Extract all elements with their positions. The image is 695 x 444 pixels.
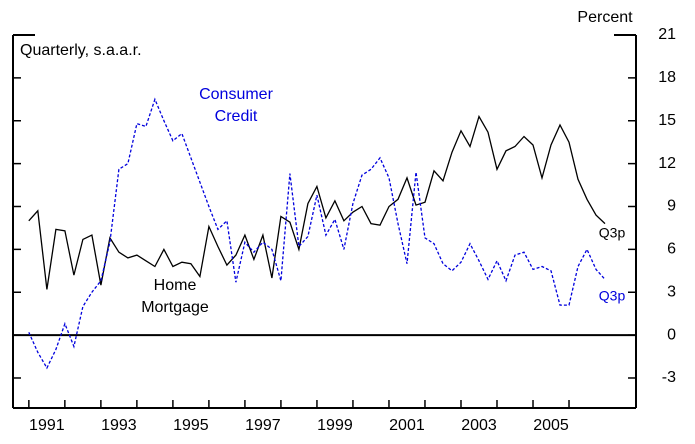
x-tick-label: 1999 — [317, 417, 353, 434]
x-tick-label: 2001 — [389, 417, 425, 434]
subtitle: Quarterly, s.a.a.r. — [20, 42, 142, 59]
end-label: Q3p — [599, 225, 626, 241]
series-label: Mortgage — [141, 299, 209, 316]
y-axis-label: Percent — [577, 9, 633, 26]
series-label: Credit — [215, 108, 258, 125]
y-tick-label: -3 — [662, 369, 676, 386]
series-label: Consumer — [199, 86, 273, 103]
y-tick-label: 18 — [658, 69, 676, 86]
y-tick-label: 9 — [667, 198, 676, 215]
series-label: Home — [154, 277, 197, 294]
y-tick-label: 6 — [667, 241, 676, 258]
y-tick-label: 21 — [658, 26, 676, 43]
series-line — [28, 97, 606, 370]
y-tick-label: 3 — [667, 283, 676, 300]
x-tick-label: 1991 — [29, 417, 65, 434]
x-tick-label: 1995 — [173, 417, 209, 434]
y-tick-label: 0 — [667, 326, 676, 343]
x-tick-label: 2003 — [461, 417, 497, 434]
end-label: Q3p — [599, 288, 626, 304]
x-tick-label: 1997 — [245, 417, 281, 434]
y-tick-label: 12 — [658, 155, 676, 172]
x-tick-label: 1993 — [101, 417, 137, 434]
x-tick-label: 2005 — [533, 417, 569, 434]
y-tick-label: 15 — [658, 112, 676, 129]
series-line — [28, 114, 606, 290]
